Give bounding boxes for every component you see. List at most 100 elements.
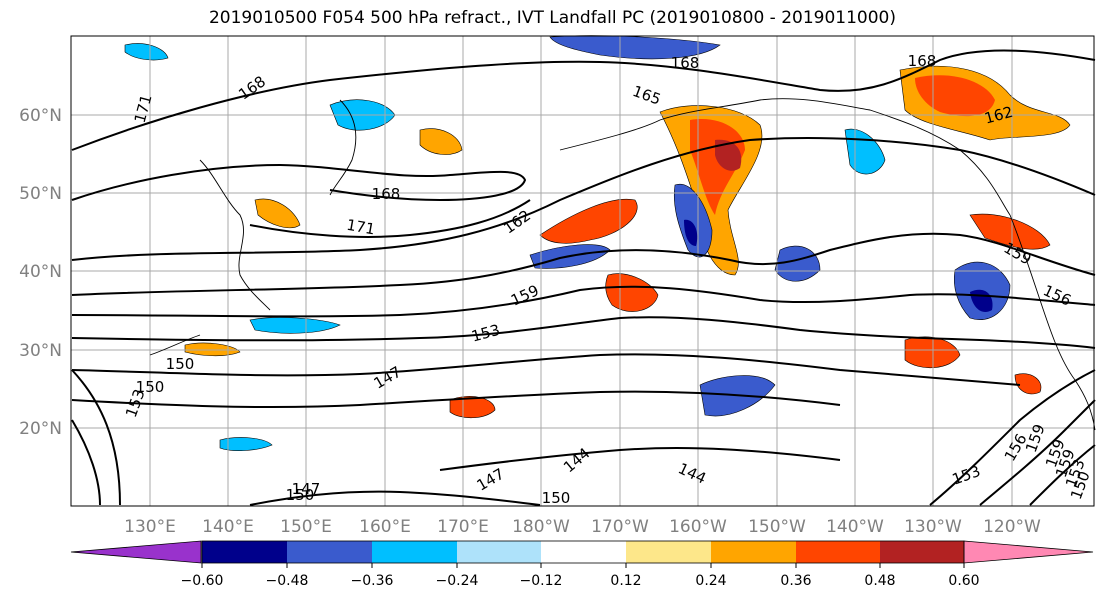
lon-label: 160°W bbox=[669, 517, 727, 537]
lat-lon-gridlines bbox=[71, 36, 1094, 506]
negative-patch-mid9 bbox=[124, 43, 169, 61]
colorbar-tick-label: 0.12 bbox=[610, 573, 641, 589]
contour-156 bbox=[71, 285, 1096, 318]
contour-label: 150 bbox=[542, 489, 571, 507]
colorbar-band bbox=[372, 541, 457, 563]
colorbar-band bbox=[626, 541, 711, 563]
positive-patch-mid7 bbox=[419, 128, 463, 155]
lon-label: 150°W bbox=[748, 517, 806, 537]
map-frame bbox=[70, 35, 1095, 507]
positive-patch-mid2 bbox=[605, 273, 659, 312]
lat-label: 30°N bbox=[19, 341, 62, 361]
colorbar-tick-label: −0.36 bbox=[351, 573, 394, 589]
contour-label: 153 bbox=[950, 462, 983, 489]
contour-144 bbox=[439, 447, 841, 471]
contour-label: 150 bbox=[166, 355, 195, 373]
contour-south-1 bbox=[249, 490, 541, 506]
contour-se-1 bbox=[929, 369, 1096, 506]
positive-patch-mid4 bbox=[969, 213, 1051, 250]
negative-patch-mid1-core bbox=[684, 219, 698, 246]
longitude-labels: 130°E 140°E 150°E 160°E 170°E 180°W 170°W 160°W… bbox=[124, 517, 1041, 537]
contour-label: 147 bbox=[371, 363, 405, 393]
contour-label: 153 bbox=[470, 321, 502, 346]
coastline-japan bbox=[149, 334, 201, 356]
colorbar-tick-label: 0.48 bbox=[864, 573, 895, 589]
contour-se-2 bbox=[979, 399, 1096, 506]
contour-label: 147 bbox=[292, 480, 321, 498]
coastline-alaska bbox=[559, 98, 1011, 216]
colorbar-extend-high bbox=[963, 540, 1094, 564]
lon-label: 130°E bbox=[124, 517, 176, 537]
negative-patch-mid6 bbox=[249, 317, 341, 334]
lon-label: 180°W bbox=[512, 517, 570, 537]
colorbar-band bbox=[541, 541, 626, 563]
colorbar-tick-label: 0.36 bbox=[780, 573, 811, 589]
contour-label: 168 bbox=[671, 54, 700, 72]
contour-171 bbox=[249, 199, 531, 238]
map-title: 2019010500 F054 500 hPa refract., IVT La… bbox=[208, 8, 896, 28]
contour-label: 165 bbox=[630, 82, 663, 109]
colorbar-extend-low bbox=[70, 540, 202, 564]
contour-label: 171 bbox=[345, 216, 376, 239]
contour-168-north bbox=[71, 49, 1096, 151]
lat-label: 50°N bbox=[19, 184, 62, 204]
colorbar-tick-label: −0.60 bbox=[181, 573, 224, 589]
colorbar-tick-label: 0.60 bbox=[948, 573, 979, 589]
colorbar: −0.60 −0.48 −0.36 −0.24 −0.12 0.12 0.24 0.36 0.4… bbox=[70, 540, 1094, 589]
colorbar-band bbox=[457, 541, 541, 563]
contour-lines bbox=[71, 49, 1096, 506]
coastline-kamchatka bbox=[329, 99, 357, 196]
colorbar-tick-label: 0.24 bbox=[695, 573, 726, 589]
contour-label: 156 bbox=[1040, 281, 1074, 309]
positive-patch-mid1 bbox=[539, 198, 638, 244]
positive-patch-alaska-core bbox=[715, 139, 742, 171]
coastline-asia bbox=[199, 159, 271, 311]
shaded-anomaly-patches bbox=[124, 35, 1071, 451]
colorbar-band bbox=[287, 541, 372, 563]
positive-patch-mid9 bbox=[184, 342, 241, 357]
lat-label: 40°N bbox=[19, 262, 62, 282]
contour-159 bbox=[71, 232, 1096, 296]
contour-west-2 bbox=[71, 419, 101, 506]
contour-label: 144 bbox=[675, 459, 709, 487]
contour-168-mid bbox=[71, 163, 527, 202]
contour-label: 168 bbox=[235, 72, 269, 103]
negative-patch-mid7 bbox=[844, 128, 886, 175]
negative-patch-mid2 bbox=[774, 245, 821, 282]
contour-label: 159 bbox=[508, 281, 542, 309]
positive-patch-mid5 bbox=[449, 396, 496, 419]
positive-patch-mid8 bbox=[1014, 373, 1042, 395]
colorbar-band bbox=[796, 541, 880, 563]
contour-153 bbox=[71, 316, 1096, 349]
contour-label: 147 bbox=[474, 465, 508, 495]
colorbar-outline bbox=[201, 540, 965, 564]
lon-label: 150°E bbox=[280, 517, 332, 537]
lon-label: 140°W bbox=[826, 517, 884, 537]
lon-label: 160°E bbox=[359, 517, 411, 537]
colorbar-band bbox=[202, 541, 287, 563]
lat-label: 20°N bbox=[19, 419, 62, 439]
lon-label: 140°E bbox=[202, 517, 254, 537]
latitude-labels: 60°N 50°N 40°N 30°N 20°N bbox=[19, 106, 62, 439]
colorbar-band bbox=[711, 541, 796, 563]
lon-label: 120°W bbox=[983, 517, 1041, 537]
contour-label: 150 bbox=[286, 486, 315, 504]
contour-162 bbox=[71, 137, 1096, 261]
contour-label: 150 bbox=[136, 378, 165, 396]
positive-patch-ne-inner bbox=[915, 75, 995, 117]
contour-se-3 bbox=[1029, 444, 1096, 506]
lon-label: 170°W bbox=[591, 517, 649, 537]
positive-patch-mid6 bbox=[254, 198, 301, 229]
contour-147 bbox=[71, 390, 841, 409]
contour-label: 168 bbox=[908, 52, 937, 70]
negative-patch-mid8 bbox=[219, 437, 273, 451]
lat-label: 60°N bbox=[19, 106, 62, 126]
contour-label: 144 bbox=[560, 444, 594, 476]
contour-label: 168 bbox=[372, 185, 401, 203]
colorbar-band bbox=[880, 541, 964, 563]
contour-west-1 bbox=[71, 369, 121, 506]
contour-label: 162 bbox=[500, 206, 534, 237]
lon-label: 170°E bbox=[437, 517, 489, 537]
lon-label: 130°W bbox=[904, 517, 962, 537]
